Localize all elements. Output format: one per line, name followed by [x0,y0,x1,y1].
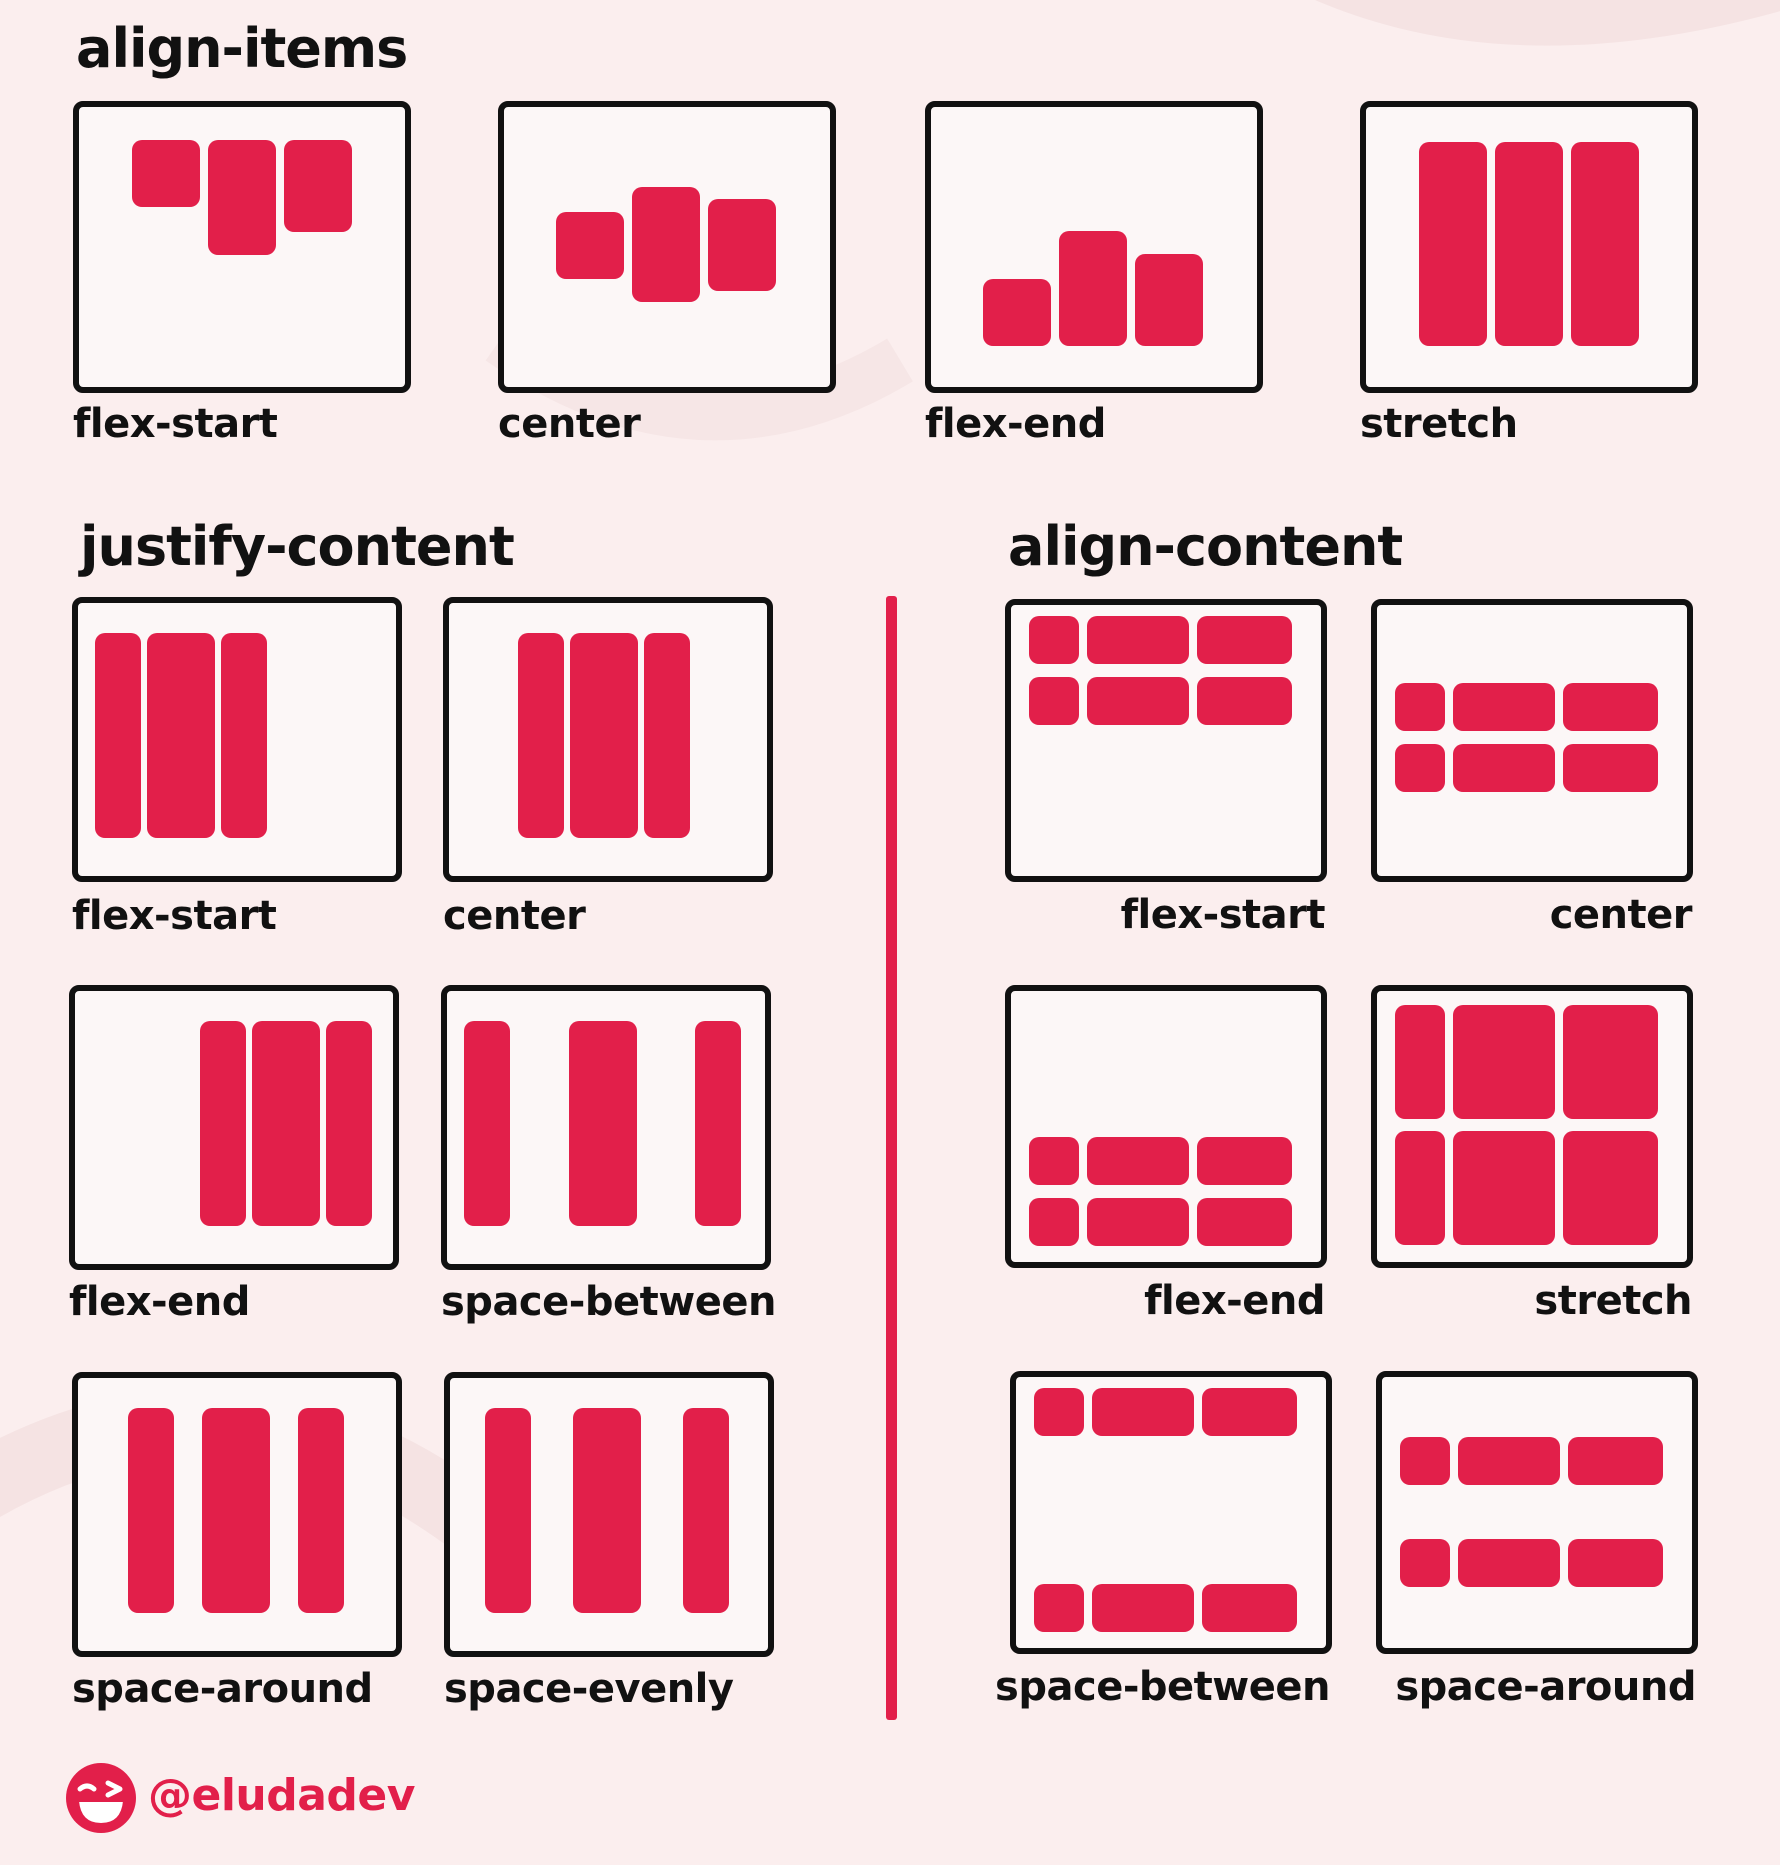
align-content-center-panel [1371,599,1693,882]
justify-content-flex-end-label: flex-end [69,1279,250,1325]
align-items-center-label: center [498,401,641,447]
align-items-flex-end-item-2 [1059,231,1127,346]
align-content-flex-start-item-3 [1197,616,1292,664]
align-items-center-item-2 [632,187,700,302]
align-content-flex-start-item-5 [1087,677,1189,725]
align-content-center-item-5 [1453,744,1555,792]
align-content-space-around-item-6 [1568,1539,1663,1587]
justify-content-space-around-label: space-around [72,1666,373,1712]
align-items-stretch-item-3 [1571,142,1639,346]
align-content-stretch-item-1 [1395,1005,1445,1119]
align-items-flex-start-item-3 [284,140,352,232]
align-items-flex-start-label: flex-start [73,401,278,447]
align-content-flex-end-item-2 [1087,1137,1189,1185]
justify-content-space-evenly-item-3 [683,1408,729,1613]
justify-content-center-item-2 [570,633,638,838]
align-content-flex-start-label: flex-start [1120,892,1326,938]
justify-content-space-evenly-label: space-evenly [444,1666,734,1712]
align-content-space-around-item-5 [1458,1539,1560,1587]
align-content-space-around-item-2 [1458,1437,1560,1485]
align-content-center-item-3 [1563,683,1658,731]
align-content-center-item-2 [1453,683,1555,731]
align-content-stretch-item-6 [1563,1131,1658,1245]
justify-content-flex-end-item-2 [252,1021,320,1226]
align-content-space-around-item-1 [1400,1437,1450,1485]
align-content-center-item-4 [1395,744,1445,792]
justify-content-space-around-item-1 [128,1408,174,1613]
align-content-space-around-item-3 [1568,1437,1663,1485]
align-content-space-between-item-5 [1092,1584,1194,1632]
align-items-flex-end-label: flex-end [925,401,1106,447]
justify-content-flex-start-item-3 [221,633,267,838]
align-content-space-around-label: space-around [1395,1664,1696,1710]
justify-content-flex-start-label: flex-start [72,893,277,939]
align-items-stretch-item-1 [1419,142,1487,346]
align-items-center-item-3 [708,199,776,291]
justify-content-space-evenly-item-1 [485,1408,531,1613]
align-content-flex-start-item-1 [1029,616,1079,664]
align-content-stretch-item-3 [1563,1005,1658,1119]
align-content-flex-start-item-2 [1087,616,1189,664]
justify-content-flex-start-item-2 [147,633,215,838]
align-content-center-label: center [1549,892,1693,938]
align-items-flex-end-item-1 [983,279,1051,346]
align-content-flex-end-item-1 [1029,1137,1079,1185]
align-content-flex-end-item-5 [1087,1198,1189,1246]
align-content-space-between-item-2 [1092,1388,1194,1436]
section-divider [886,596,897,1720]
justify-content-flex-end-item-1 [200,1021,246,1226]
align-content-title: align-content [1008,515,1403,578]
justify-content-title: justify-content [80,515,515,578]
align-items-title: align-items [76,17,408,80]
justify-content-flex-start-item-1 [95,633,141,838]
align-content-flex-end-item-4 [1029,1198,1079,1246]
justify-content-space-around-item-2 [202,1408,270,1613]
align-items-stretch-item-2 [1495,142,1563,346]
winking-face-icon [66,1763,136,1833]
justify-content-center-label: center [443,893,586,939]
justify-content-space-around-item-3 [298,1408,344,1613]
align-items-center-item-1 [556,212,624,279]
align-content-flex-start-item-6 [1197,677,1292,725]
align-content-space-between-item-4 [1034,1584,1084,1632]
align-items-flex-end-item-3 [1135,254,1203,346]
align-items-stretch-label: stretch [1360,401,1518,447]
align-content-flex-end-item-6 [1197,1198,1292,1246]
align-items-flex-start-item-1 [132,140,200,207]
justify-content-space-between-item-3 [695,1021,741,1226]
align-content-stretch-item-4 [1395,1131,1445,1245]
align-content-space-between-label: space-between [995,1664,1330,1710]
align-content-space-between-item-3 [1202,1388,1297,1436]
align-content-stretch-item-5 [1453,1131,1555,1245]
author-handle: @eludadev [148,1770,415,1821]
align-content-space-between-item-1 [1034,1388,1084,1436]
align-content-stretch-label: stretch [1534,1278,1692,1324]
align-content-flex-end-label: flex-end [1144,1278,1325,1324]
justify-content-space-between-item-2 [569,1021,637,1226]
justify-content-space-between-label: space-between [441,1279,776,1325]
justify-content-flex-end-item-3 [326,1021,372,1226]
align-content-center-item-1 [1395,683,1445,731]
align-content-space-around-item-4 [1400,1539,1450,1587]
justify-content-space-between-item-1 [464,1021,510,1226]
justify-content-center-item-1 [518,633,564,838]
align-content-space-around-panel [1376,1371,1698,1654]
align-content-space-between-item-6 [1202,1584,1297,1632]
justify-content-space-evenly-item-2 [573,1408,641,1613]
align-content-flex-end-item-3 [1197,1137,1292,1185]
align-content-stretch-item-2 [1453,1005,1555,1119]
align-content-center-item-6 [1563,744,1658,792]
justify-content-center-item-3 [644,633,690,838]
align-content-flex-start-item-4 [1029,677,1079,725]
align-items-flex-start-item-2 [208,140,276,255]
